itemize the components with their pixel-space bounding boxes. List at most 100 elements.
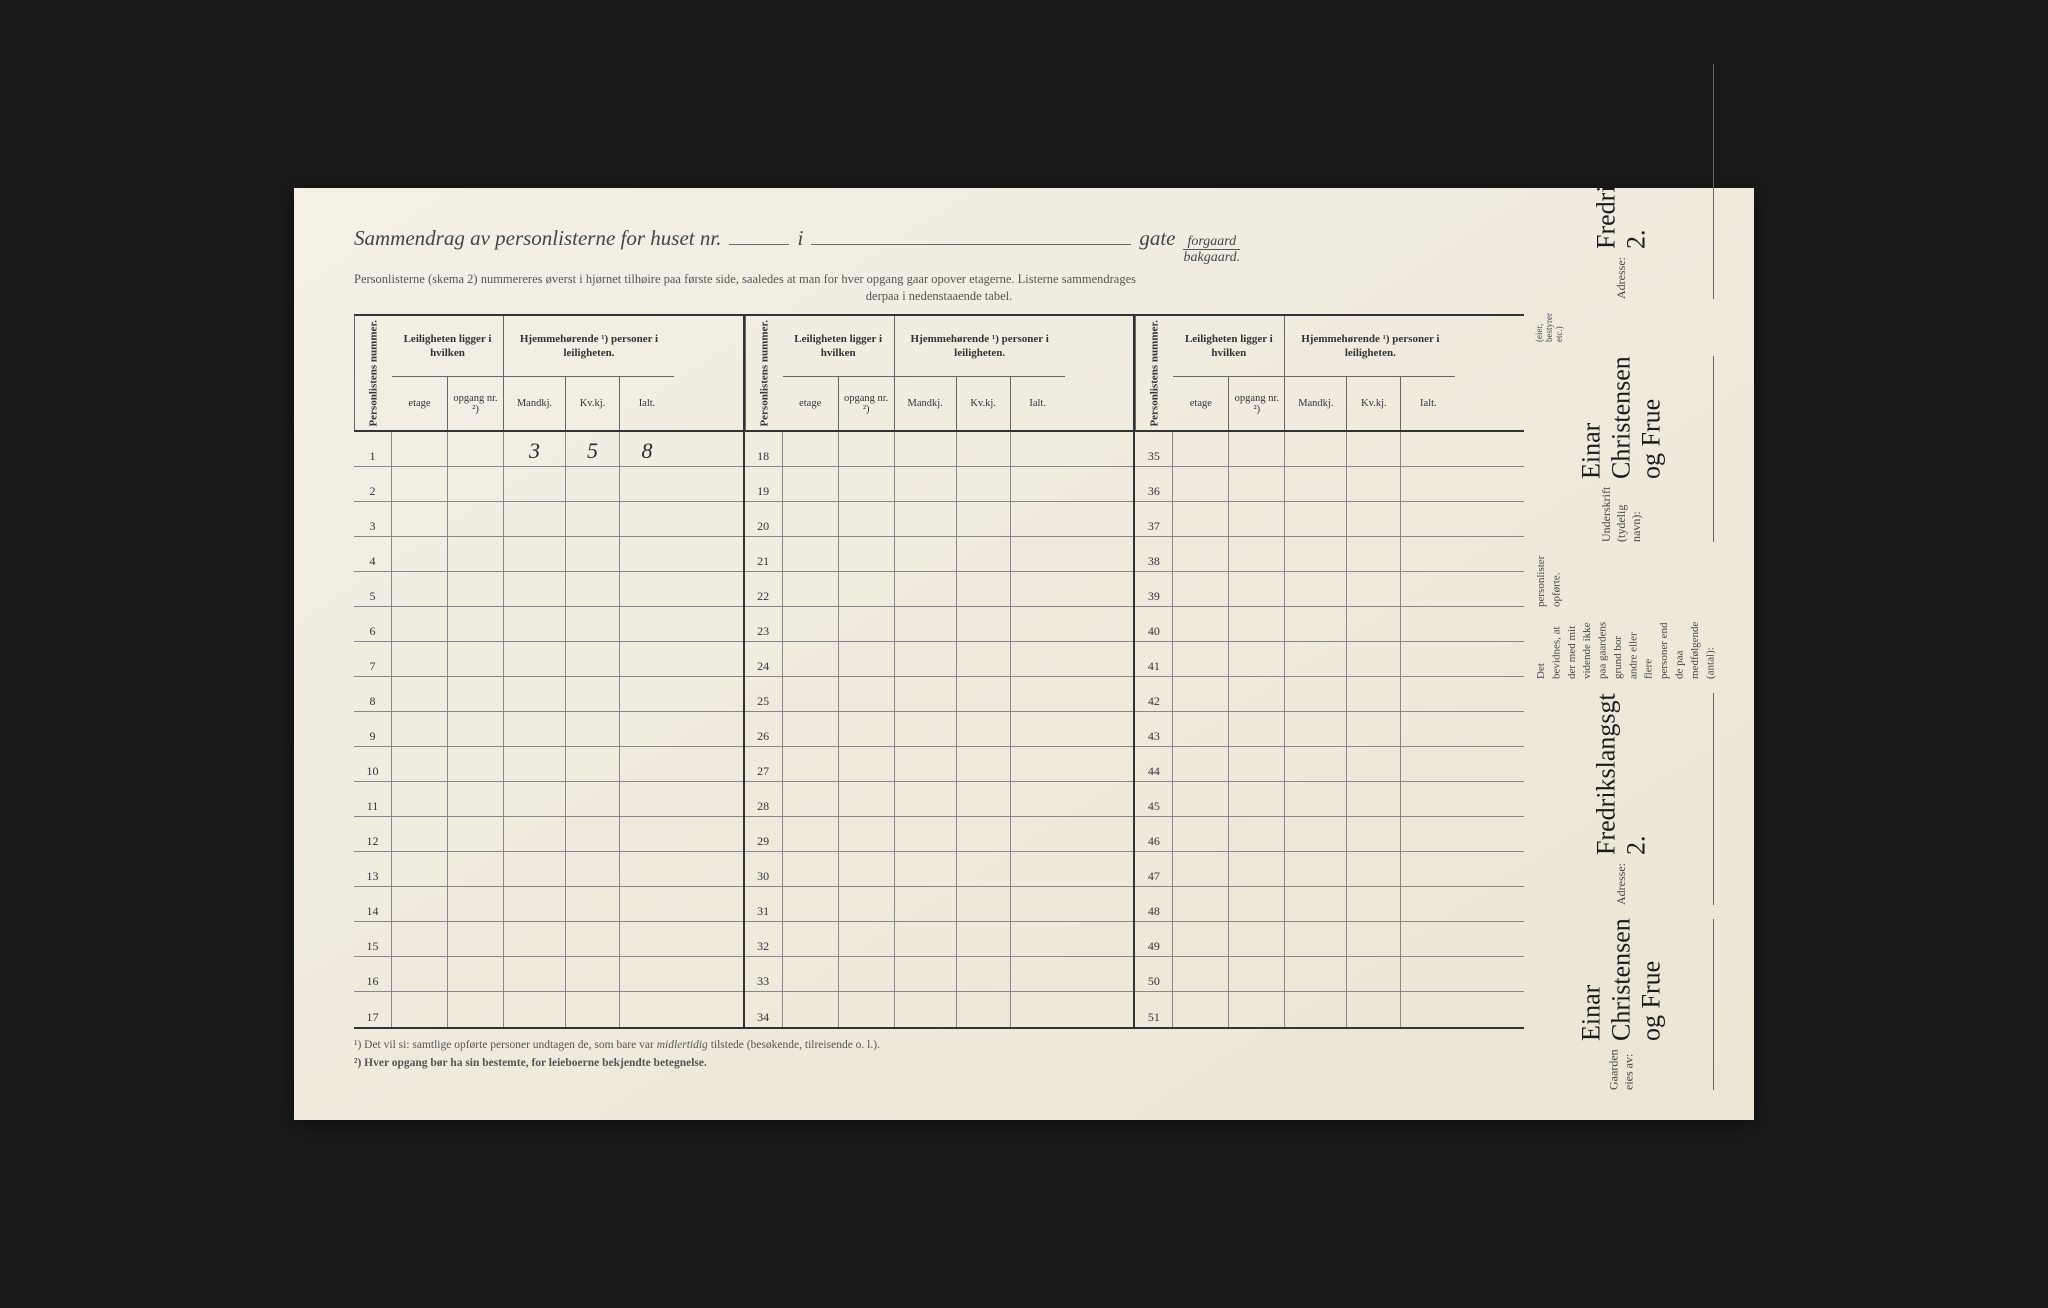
cell-ialt xyxy=(1401,817,1455,851)
cell-ialt xyxy=(1011,712,1065,746)
table-row: 45 xyxy=(1135,782,1524,817)
cell-opgang xyxy=(839,747,895,781)
table-row: 8 xyxy=(354,677,743,712)
cell-ialt xyxy=(1401,747,1455,781)
cell-etage xyxy=(1173,467,1229,501)
cell-nr: 11 xyxy=(354,782,392,816)
cell-kvkj xyxy=(957,992,1011,1027)
cell-etage xyxy=(392,817,448,851)
cell-mandkj xyxy=(895,887,957,921)
cell-ialt xyxy=(620,887,674,921)
table-row: 34 xyxy=(745,992,1134,1027)
cell-ialt xyxy=(620,782,674,816)
cell-opgang xyxy=(839,467,895,501)
cell-ialt xyxy=(1401,782,1455,816)
cell-kvkj xyxy=(566,642,620,676)
blank-huset-nr xyxy=(729,244,789,245)
cell-ialt xyxy=(1011,642,1065,676)
cell-ialt xyxy=(1011,887,1065,921)
cell-mandkj xyxy=(504,817,566,851)
cell-mandkj xyxy=(504,852,566,886)
cell-etage xyxy=(392,747,448,781)
cell-etage xyxy=(783,607,839,641)
table-row: 36 xyxy=(1135,467,1524,502)
cell-kvkj xyxy=(957,782,1011,816)
table-row: 7 xyxy=(354,642,743,677)
cell-opgang xyxy=(839,992,895,1027)
cell-nr: 47 xyxy=(1135,852,1173,886)
cell-kvkj xyxy=(566,747,620,781)
cell-opgang xyxy=(1229,957,1285,991)
cell-ialt xyxy=(1011,572,1065,606)
cell-kvkj xyxy=(566,992,620,1027)
col-etage: etage xyxy=(1173,376,1229,430)
cell-ialt xyxy=(1401,432,1455,466)
cell-mandkj xyxy=(1285,782,1347,816)
cell-mandkj xyxy=(504,607,566,641)
cell-opgang xyxy=(448,642,504,676)
cell-etage xyxy=(783,712,839,746)
cell-etage xyxy=(1173,747,1229,781)
cell-ialt xyxy=(1011,432,1065,466)
cell-etage xyxy=(1173,957,1229,991)
cell-nr: 6 xyxy=(354,607,392,641)
cell-mandkj xyxy=(1285,642,1347,676)
cell-mandkj xyxy=(895,852,957,886)
cell-mandkj xyxy=(504,922,566,956)
cell-opgang xyxy=(1229,537,1285,571)
cell-nr: 3 xyxy=(354,502,392,536)
cell-mandkj xyxy=(1285,817,1347,851)
cell-opgang xyxy=(839,607,895,641)
cell-mandkj xyxy=(1285,467,1347,501)
cell-nr: 34 xyxy=(745,992,783,1027)
cell-kvkj xyxy=(1347,922,1401,956)
table-block: Personlistens nummer.Leiligheten ligger … xyxy=(1133,316,1524,1028)
cell-ialt xyxy=(1011,467,1065,501)
cell-kvkj xyxy=(1347,747,1401,781)
title-row: Sammendrag av personlisterne for huset n… xyxy=(354,226,1524,266)
cell-mandkj xyxy=(1285,537,1347,571)
cell-opgang xyxy=(839,572,895,606)
cell-etage xyxy=(392,852,448,886)
cell-mandkj xyxy=(895,817,957,851)
cell-ialt xyxy=(1401,537,1455,571)
cell-ialt xyxy=(1401,887,1455,921)
cell-etage xyxy=(783,747,839,781)
cell-ialt xyxy=(620,712,674,746)
footnote-2: ²) Hver opgang bør ha sin bestemte, for … xyxy=(354,1055,1524,1072)
table-row: 6 xyxy=(354,607,743,642)
cell-ialt xyxy=(620,502,674,536)
cell-kvkj xyxy=(957,817,1011,851)
cell-etage xyxy=(783,502,839,536)
cell-mandkj xyxy=(1285,677,1347,711)
cell-mandkj xyxy=(1285,887,1347,921)
table-row: 41 xyxy=(1135,642,1524,677)
cell-nr: 45 xyxy=(1135,782,1173,816)
cell-ialt xyxy=(620,467,674,501)
cell-ialt xyxy=(1401,852,1455,886)
table-row: 42 xyxy=(1135,677,1524,712)
cell-ialt xyxy=(1011,957,1065,991)
cell-nr: 1 xyxy=(354,432,392,466)
cell-nr: 14 xyxy=(354,887,392,921)
cell-kvkj xyxy=(957,677,1011,711)
cell-ialt xyxy=(1011,537,1065,571)
cell-etage xyxy=(783,922,839,956)
cell-mandkj xyxy=(1285,432,1347,466)
cell-ialt xyxy=(620,747,674,781)
cell-mandkj xyxy=(895,642,957,676)
table-row: 47 xyxy=(1135,852,1524,887)
table-row: 1358 xyxy=(354,432,743,467)
col-kvkj: Kv.kj. xyxy=(566,376,620,430)
table-row: 10 xyxy=(354,747,743,782)
cell-ialt xyxy=(1401,957,1455,991)
table-row: 11 xyxy=(354,782,743,817)
cell-ialt xyxy=(620,607,674,641)
cell-ialt xyxy=(620,677,674,711)
cell-ialt xyxy=(620,957,674,991)
cell-etage xyxy=(392,887,448,921)
cell-opgang xyxy=(1229,992,1285,1027)
cell-opgang xyxy=(448,922,504,956)
cell-kvkj xyxy=(566,677,620,711)
cell-nr: 16 xyxy=(354,957,392,991)
